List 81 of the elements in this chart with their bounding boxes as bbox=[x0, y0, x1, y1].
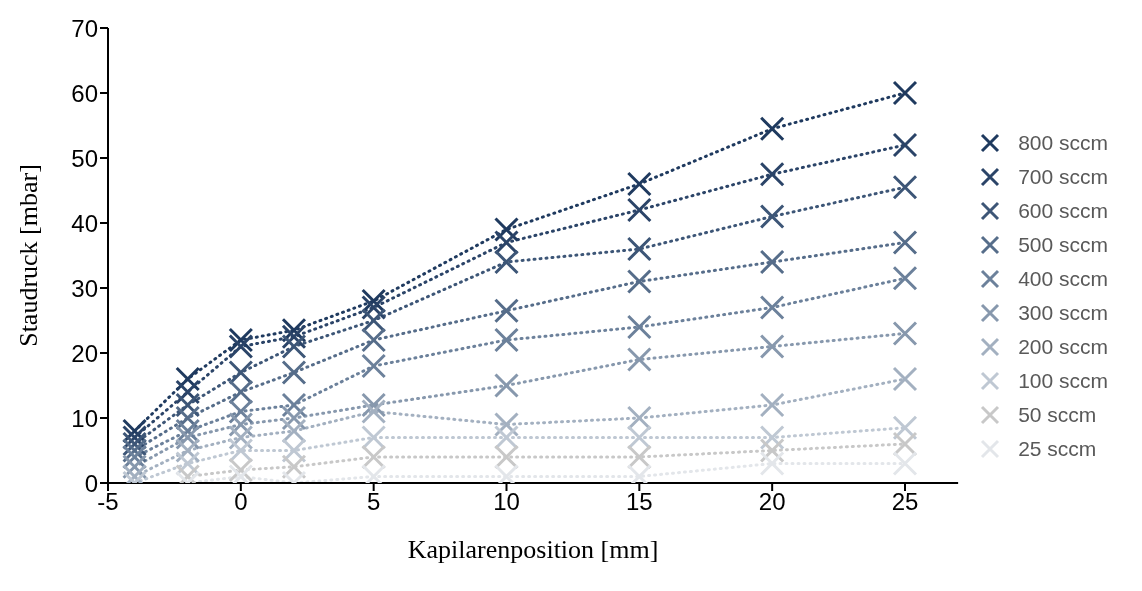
point bbox=[361, 425, 387, 450]
point bbox=[494, 412, 519, 437]
point bbox=[759, 451, 785, 476]
point bbox=[281, 334, 307, 359]
point bbox=[759, 204, 785, 229]
point bbox=[361, 353, 387, 379]
point bbox=[759, 116, 785, 142]
legend-label: 300 sccm bbox=[1018, 300, 1108, 325]
point bbox=[626, 347, 652, 372]
point bbox=[892, 321, 918, 346]
point bbox=[228, 327, 254, 353]
x-axis-title: Kapilarenposition [mm] bbox=[407, 535, 659, 564]
point bbox=[175, 366, 201, 392]
point bbox=[626, 269, 652, 294]
point bbox=[892, 415, 918, 441]
x-tick-label: -5 bbox=[97, 488, 119, 516]
point bbox=[892, 230, 918, 255]
point bbox=[892, 132, 918, 158]
point bbox=[175, 425, 201, 450]
point bbox=[759, 334, 785, 359]
legend-label: 100 sccm bbox=[1018, 368, 1108, 393]
point bbox=[494, 298, 519, 324]
x-tick-label: 10 bbox=[493, 488, 520, 516]
point bbox=[228, 438, 254, 463]
point bbox=[759, 392, 785, 418]
point bbox=[494, 425, 519, 450]
y-axis-title: Staudruck [mbar] bbox=[14, 164, 44, 347]
point bbox=[228, 334, 254, 359]
point bbox=[759, 249, 785, 275]
point bbox=[892, 265, 918, 291]
point bbox=[281, 360, 307, 385]
point bbox=[626, 171, 652, 197]
x-tick-label: 25 bbox=[891, 488, 919, 516]
legend-label: 600 sccm bbox=[1018, 198, 1108, 223]
point bbox=[626, 314, 652, 340]
y-tick-label: 30 bbox=[71, 274, 98, 302]
point bbox=[759, 438, 785, 463]
point bbox=[175, 392, 201, 418]
legend-label: 25 sccm bbox=[1018, 436, 1097, 461]
point bbox=[281, 317, 307, 343]
point bbox=[361, 327, 387, 353]
y-tick-label: 20 bbox=[71, 339, 98, 367]
point bbox=[626, 236, 652, 262]
point bbox=[361, 399, 387, 424]
point bbox=[175, 438, 201, 463]
x-tick-label: 0 bbox=[234, 488, 248, 516]
legend-label: 200 sccm bbox=[1018, 334, 1108, 359]
point bbox=[494, 217, 519, 242]
point bbox=[228, 425, 254, 450]
legend-label: 50 sccm bbox=[1018, 402, 1097, 427]
point bbox=[759, 161, 785, 187]
point bbox=[228, 399, 254, 424]
point bbox=[494, 373, 519, 398]
point bbox=[892, 366, 918, 392]
y-tick-label: 70 bbox=[71, 14, 98, 42]
point bbox=[892, 174, 918, 200]
point bbox=[892, 451, 918, 476]
legend-label: 500 sccm bbox=[1018, 232, 1108, 257]
y-tick-label: 50 bbox=[71, 144, 98, 172]
point bbox=[494, 327, 519, 353]
point bbox=[892, 80, 918, 106]
legend-label: 700 sccm bbox=[1018, 164, 1108, 189]
legend-label: 400 sccm bbox=[1018, 266, 1108, 291]
point bbox=[175, 379, 201, 405]
point bbox=[361, 295, 387, 320]
point bbox=[759, 295, 785, 320]
y-tick-label: 0 bbox=[84, 469, 98, 497]
point bbox=[494, 249, 519, 275]
point bbox=[281, 324, 307, 350]
y-tick-label: 40 bbox=[71, 209, 98, 237]
y-tick-label: 10 bbox=[71, 404, 98, 432]
x-tick-label: 15 bbox=[625, 488, 653, 516]
point bbox=[626, 425, 652, 450]
point bbox=[759, 425, 785, 450]
y-tick-label: 60 bbox=[71, 79, 98, 107]
legend-label: 800 sccm bbox=[1018, 130, 1108, 155]
x-tick-label: 20 bbox=[758, 488, 786, 516]
point bbox=[281, 438, 307, 463]
x-tick-label: 5 bbox=[366, 488, 381, 516]
point bbox=[626, 197, 652, 223]
point bbox=[228, 412, 254, 437]
